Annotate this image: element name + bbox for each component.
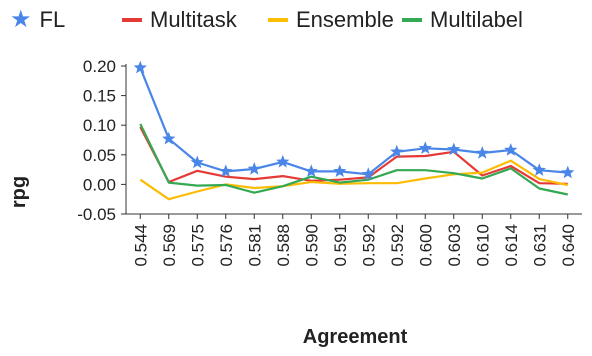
y-tick-label: 0.10 — [83, 116, 116, 135]
series-line-fl — [139, 67, 568, 176]
data-point-fl — [561, 165, 575, 179]
x-tick-label: 0.592 — [359, 224, 378, 267]
y-tick-label: -0.05 — [77, 205, 116, 224]
data-point-fl — [276, 154, 290, 168]
x-tick-label: 0.614 — [502, 224, 521, 267]
data-point-fl — [304, 164, 318, 177]
data-point-fl — [390, 144, 404, 158]
legend-item-multitask: Multitask — [122, 6, 237, 34]
y-tick-label: 0.15 — [83, 87, 116, 106]
data-point-fl — [418, 141, 432, 154]
data-point-fl — [247, 162, 261, 175]
series-line-ensemble — [139, 159, 569, 201]
data-point-fl — [219, 164, 233, 177]
legend-swatch-multitask — [122, 18, 142, 22]
x-tick-label: 0.576 — [217, 224, 236, 267]
y-tick-label: 0.05 — [83, 146, 116, 165]
legend-swatch-multilabel — [402, 18, 422, 22]
legend-item-ensemble: Ensemble — [268, 6, 394, 34]
data-point-fl — [190, 155, 204, 169]
legend-label-multitask: Multitask — [150, 7, 237, 32]
data-point-fl — [361, 167, 375, 180]
legend-swatch-ensemble — [268, 18, 288, 22]
data-point-fl — [447, 142, 461, 156]
x-tick-label: 0.600 — [416, 224, 435, 267]
legend-label-ensemble: Ensemble — [296, 7, 394, 32]
data-point-fl — [133, 60, 147, 74]
x-tick-label: 0.590 — [302, 224, 321, 267]
data-point-fl — [333, 164, 347, 177]
x-tick-label: 0.581 — [245, 224, 264, 267]
x-tick-label: 0.603 — [445, 224, 464, 267]
x-tick-label: 0.592 — [388, 224, 407, 267]
x-tick-label: 0.588 — [274, 224, 293, 267]
x-tick-label: 0.575 — [188, 224, 207, 267]
series-line-multilabel — [139, 123, 569, 196]
series-line-multitask — [139, 126, 568, 185]
data-point-fl — [504, 143, 518, 156]
legend-item-multilabel: Multilabel — [402, 6, 523, 34]
data-point-fl — [475, 146, 489, 159]
legend-label-fl: FL — [39, 7, 66, 32]
data-point-fl — [162, 131, 176, 145]
x-tick-label: 0.631 — [530, 224, 549, 267]
x-tick-label: 0.591 — [331, 224, 350, 267]
x-axis-title: Agreement — [302, 326, 408, 348]
legend-item-fl: ★ FL — [10, 6, 65, 34]
data-point-fl — [532, 163, 546, 176]
x-tick-label: 0.610 — [473, 224, 492, 267]
y-axis-title: rpg — [8, 175, 30, 209]
y-tick-label: 0.20 — [83, 57, 116, 76]
y-tick-label: 0.00 — [83, 175, 116, 194]
x-tick-label: 0.569 — [160, 224, 179, 267]
x-tick-label: 0.544 — [131, 224, 150, 267]
legend-label-multilabel: Multilabel — [430, 7, 523, 32]
star-marker-icon: ★ — [10, 6, 32, 33]
x-tick-label: 0.640 — [559, 224, 578, 267]
